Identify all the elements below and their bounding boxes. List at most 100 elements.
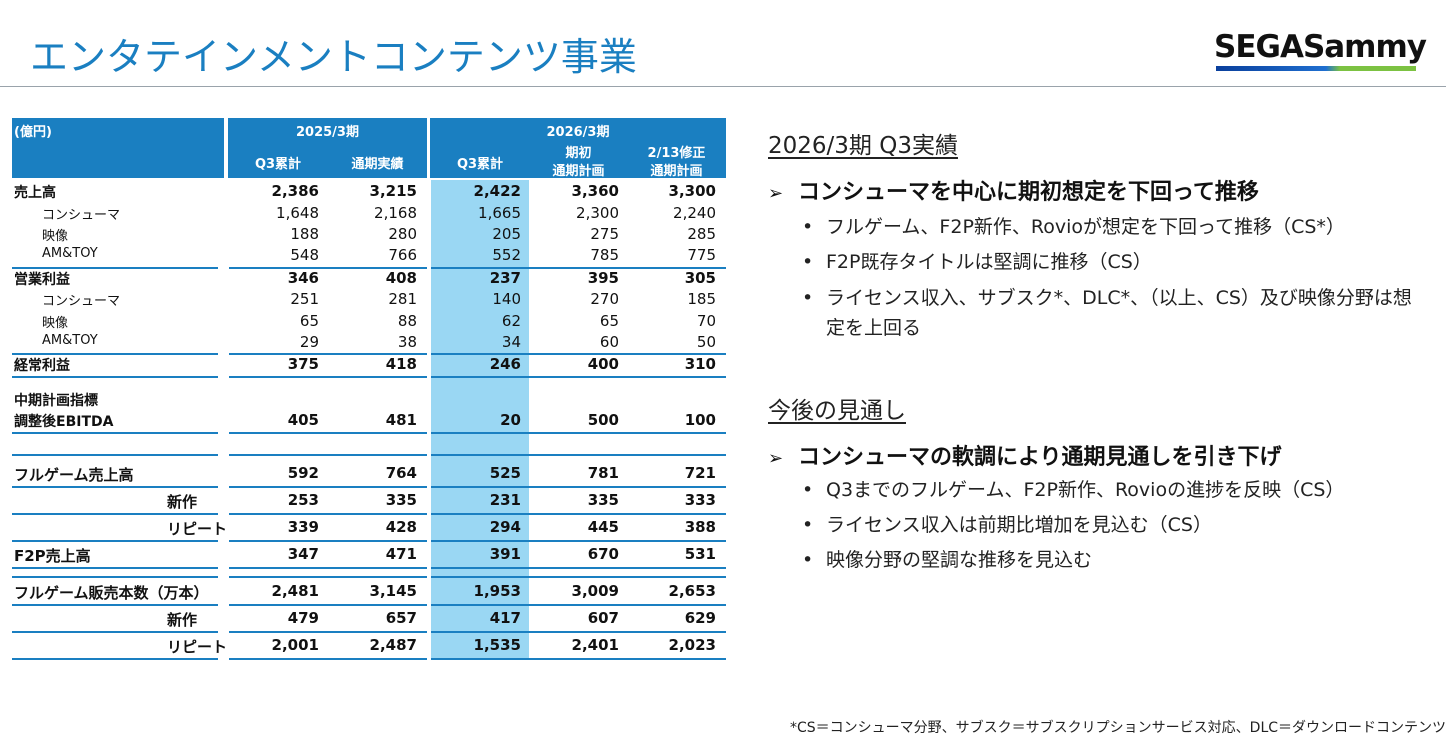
cell: 60: [599, 333, 619, 351]
cell: 395: [587, 269, 619, 287]
logo-text: SEGASammy: [1214, 29, 1427, 65]
cell: 280: [388, 225, 417, 243]
cell: 2,653: [668, 582, 716, 600]
row-divider: [12, 353, 218, 355]
row-divider: [12, 604, 218, 606]
cell: 34: [501, 333, 521, 351]
row-divider: [229, 454, 427, 456]
table-row: 営業利益 346 408 237 395 305: [12, 269, 726, 290]
row-divider: [431, 631, 726, 633]
row-label: 中期計画指標: [14, 393, 98, 409]
cell: 333: [684, 491, 716, 509]
cell: 3,360: [571, 182, 619, 200]
title-divider: [0, 86, 1446, 87]
cell: 657: [385, 609, 417, 627]
row-divider: [12, 567, 218, 569]
col-b3-label-l2: 通期計画: [650, 164, 703, 179]
row-divider: [229, 576, 427, 578]
cell: 721: [684, 464, 716, 482]
cell: 1,535: [473, 636, 521, 654]
cell: 305: [684, 269, 716, 287]
row-divider: [229, 353, 427, 355]
header-period-a-cell: 2025/3期 Q3累計 通期実績: [228, 118, 427, 178]
table-row: 映像 65 88 62 65 70: [12, 312, 726, 333]
table-row: リピート 2,001 2,487 1,535 2,401 2,023: [12, 636, 726, 657]
row-divider: [229, 604, 427, 606]
cell: 346: [287, 269, 319, 287]
bullet-text: フルゲーム、F2P新作、Rovioが想定を下回って推移（CS*）: [826, 216, 1345, 238]
cell: 2,168: [374, 204, 417, 222]
row-divider: [229, 658, 427, 660]
cell: 1,665: [478, 204, 521, 222]
cell: 445: [587, 518, 619, 536]
table-row: 中期計画指標: [12, 390, 726, 411]
bullet-item: • Q3までのフルゲーム、F2P新作、Rovioの進捗を反映（CS）: [768, 473, 1428, 508]
segasammy-logo: SEGASammy: [1214, 29, 1427, 76]
row-divider: [12, 267, 218, 269]
row-divider: [12, 631, 218, 633]
row-divider: [431, 432, 726, 434]
row-divider: [431, 513, 726, 515]
section-heading-results: 2026/3期 Q3実績: [768, 133, 958, 159]
cell: 428: [385, 518, 417, 536]
cell: 285: [687, 225, 716, 243]
dot-bullet-icon: •: [802, 549, 814, 571]
row-divider: [431, 567, 726, 569]
cell: 231: [489, 491, 521, 509]
cell: 764: [385, 464, 417, 482]
bullet-text: 映像分野の堅調な推移を見込む: [826, 549, 1093, 571]
cell: 2,240: [673, 204, 716, 222]
bullet-text: F2P既存タイトルは堅調に推移（CS）: [826, 251, 1152, 273]
cell: 20: [500, 411, 521, 429]
row-divider: [431, 486, 726, 488]
dot-bullet-icon: •: [802, 514, 814, 536]
cell: 29: [299, 333, 319, 351]
cell: 2,300: [576, 204, 619, 222]
bullet-text: ライセンス収入は前期比増加を見込む（CS）: [826, 514, 1212, 536]
cell: 100: [684, 411, 716, 429]
cell: 2,481: [271, 582, 319, 600]
cell: 65: [599, 312, 619, 330]
cell: 766: [388, 246, 417, 264]
row-divider: [431, 267, 726, 269]
table-row: フルゲーム販売本数（万本） 2,481 3,145 1,953 3,009 2,…: [12, 582, 726, 603]
cell: 3,300: [668, 182, 716, 200]
table-row: 調整後EBITDA 405 481 20 500 100: [12, 411, 726, 432]
row-divider: [12, 658, 218, 660]
cell: 275: [590, 225, 619, 243]
cell: 38: [397, 333, 417, 351]
cell: 531: [684, 545, 716, 563]
cell: 347: [287, 545, 319, 563]
row-divider: [12, 454, 218, 456]
headline-text: コンシューマの軟調により通期見通しを引き下げ: [798, 445, 1282, 470]
cell: 548: [290, 246, 319, 264]
table-row: リピート 339 428 294 445 388: [12, 518, 726, 539]
cell: 405: [287, 411, 319, 429]
cell: 3,009: [571, 582, 619, 600]
bullet-item: • ライセンス収入は前期比増加を見込む（CS）: [768, 508, 1428, 543]
cell: 2,401: [571, 636, 619, 654]
cell: 552: [492, 246, 521, 264]
bullet-item: • F2P既存タイトルは堅調に推移（CS）: [768, 245, 1428, 280]
row-divider: [431, 658, 726, 660]
cell: 417: [489, 609, 521, 627]
cell: 1,953: [473, 582, 521, 600]
cell: 607: [587, 609, 619, 627]
row-label: F2P売上高: [14, 547, 91, 565]
cell: 388: [684, 518, 716, 536]
arrow-bullet-icon: ➢: [768, 183, 784, 204]
cell: 525: [489, 464, 521, 482]
table-row: AM&TOY 548 766 552 785 775: [12, 246, 726, 267]
highlight-column: [431, 180, 529, 658]
row-label: コンシューマ: [42, 208, 121, 223]
period-b-label: 2026/3期: [546, 125, 610, 140]
row-label: コンシューマ: [42, 294, 121, 309]
cell: 185: [687, 290, 716, 308]
table-row: 新作 479 657 417 607 629: [12, 609, 726, 630]
section-heading-outlook: 今後の見通し: [768, 398, 906, 424]
cell: 62: [501, 312, 521, 330]
headline-text: コンシューマを中心に期初想定を下回って推移: [798, 180, 1259, 205]
row-label: フルゲーム売上高: [14, 466, 134, 484]
row-label: 売上高: [14, 185, 56, 201]
row-divider: [431, 353, 726, 355]
